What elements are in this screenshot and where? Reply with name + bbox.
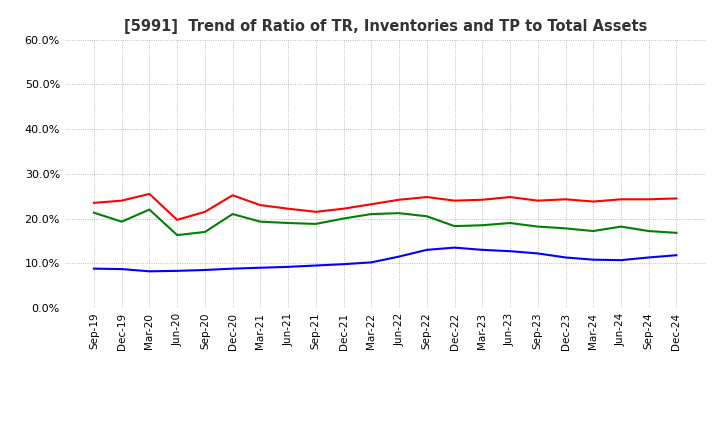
Trade Receivables: [312, 209, 320, 214]
Title: [5991]  Trend of Ratio of TR, Inventories and TP to Total Assets: [5991] Trend of Ratio of TR, Inventories…: [124, 19, 647, 34]
Trade Receivables: [478, 197, 487, 202]
Inventories: [228, 266, 237, 271]
Trade Receivables: [89, 200, 98, 205]
Inventories: [450, 245, 459, 250]
Trade Payables: [423, 214, 431, 219]
Trade Receivables: [173, 217, 181, 223]
Trade Payables: [534, 224, 542, 229]
Inventories: [616, 257, 625, 263]
Trade Payables: [256, 219, 265, 224]
Inventories: [145, 269, 154, 274]
Trade Payables: [173, 232, 181, 238]
Trade Receivables: [367, 202, 376, 207]
Trade Receivables: [505, 194, 514, 200]
Trade Payables: [312, 221, 320, 227]
Trade Payables: [561, 226, 570, 231]
Trade Receivables: [395, 197, 403, 202]
Inventories: [89, 266, 98, 271]
Inventories: [534, 251, 542, 256]
Trade Receivables: [423, 194, 431, 200]
Trade Receivables: [450, 198, 459, 203]
Trade Receivables: [672, 196, 681, 201]
Trade Payables: [644, 228, 653, 234]
Inventories: [201, 268, 210, 273]
Trade Receivables: [284, 206, 292, 211]
Trade Receivables: [228, 193, 237, 198]
Trade Receivables: [145, 191, 154, 197]
Inventories: [284, 264, 292, 269]
Inventories: [672, 253, 681, 258]
Trade Payables: [672, 230, 681, 235]
Trade Payables: [145, 207, 154, 212]
Inventories: [173, 268, 181, 274]
Inventories: [478, 247, 487, 253]
Trade Payables: [478, 223, 487, 228]
Trade Payables: [201, 229, 210, 235]
Trade Receivables: [117, 198, 126, 203]
Inventories: [256, 265, 265, 270]
Inventories: [589, 257, 598, 262]
Trade Payables: [395, 210, 403, 216]
Trade Payables: [616, 224, 625, 229]
Trade Payables: [339, 216, 348, 221]
Trade Payables: [284, 220, 292, 226]
Inventories: [395, 254, 403, 259]
Trade Receivables: [616, 197, 625, 202]
Trade Receivables: [256, 202, 265, 208]
Trade Receivables: [534, 198, 542, 203]
Trade Payables: [505, 220, 514, 226]
Trade Receivables: [201, 209, 210, 214]
Inventories: [423, 247, 431, 253]
Inventories: [367, 260, 376, 265]
Inventories: [505, 249, 514, 254]
Trade Receivables: [339, 206, 348, 211]
Line: Trade Payables: Trade Payables: [94, 209, 677, 235]
Inventories: [339, 261, 348, 267]
Inventories: [644, 255, 653, 260]
Inventories: [561, 255, 570, 260]
Trade Receivables: [561, 197, 570, 202]
Trade Payables: [117, 219, 126, 224]
Trade Payables: [89, 210, 98, 215]
Trade Receivables: [644, 197, 653, 202]
Trade Receivables: [589, 199, 598, 204]
Inventories: [312, 263, 320, 268]
Trade Payables: [228, 211, 237, 216]
Line: Inventories: Inventories: [94, 248, 677, 271]
Trade Payables: [367, 211, 376, 216]
Trade Payables: [450, 224, 459, 229]
Line: Trade Receivables: Trade Receivables: [94, 194, 677, 220]
Trade Payables: [589, 228, 598, 234]
Inventories: [117, 267, 126, 272]
